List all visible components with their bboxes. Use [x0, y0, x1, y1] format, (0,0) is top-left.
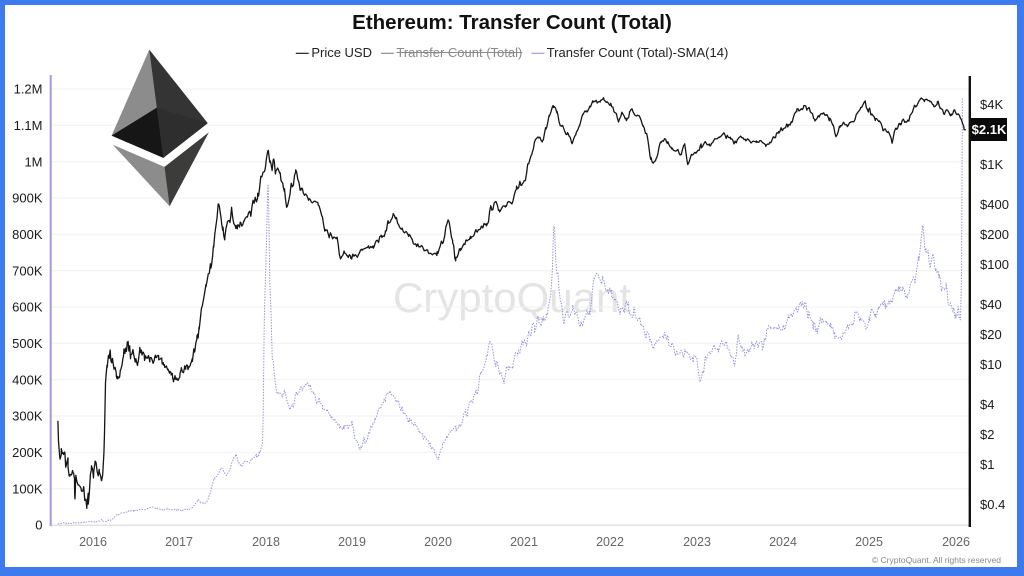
svg-text:1.1M: 1.1M [14, 118, 43, 133]
svg-text:500K: 500K [12, 336, 43, 351]
svg-text:$200: $200 [980, 227, 1009, 242]
svg-text:$400: $400 [980, 197, 1009, 212]
svg-text:2026: 2026 [942, 535, 970, 549]
svg-text:2023: 2023 [683, 535, 711, 549]
svg-text:2021: 2021 [510, 535, 538, 549]
svg-text:1.2M: 1.2M [14, 82, 43, 97]
svg-text:2018: 2018 [252, 535, 280, 549]
svg-text:2024: 2024 [769, 535, 797, 549]
svg-text:$4K: $4K [980, 97, 1003, 112]
svg-text:200K: 200K [12, 445, 43, 460]
svg-text:2019: 2019 [338, 535, 366, 549]
svg-text:2016: 2016 [79, 535, 107, 549]
svg-text:$4: $4 [980, 397, 994, 412]
svg-text:$0.4: $0.4 [980, 497, 1005, 512]
svg-text:600K: 600K [12, 300, 43, 315]
svg-text:0: 0 [35, 518, 42, 533]
svg-text:2025: 2025 [855, 535, 883, 549]
svg-text:2017: 2017 [165, 535, 193, 549]
svg-text:400K: 400K [12, 372, 43, 387]
svg-text:2022: 2022 [596, 535, 624, 549]
svg-text:$1: $1 [980, 457, 994, 472]
svg-text:$10: $10 [980, 357, 1002, 372]
svg-text:1M: 1M [24, 154, 42, 169]
svg-text:300K: 300K [12, 409, 43, 424]
svg-text:$1K: $1K [980, 157, 1003, 172]
svg-text:$20: $20 [980, 327, 1002, 342]
svg-text:$100: $100 [980, 257, 1009, 272]
svg-text:700K: 700K [12, 263, 43, 278]
svg-text:2020: 2020 [424, 535, 452, 549]
svg-text:$2: $2 [980, 427, 994, 442]
svg-text:900K: 900K [12, 191, 43, 206]
svg-text:100K: 100K [12, 481, 43, 496]
svg-text:800K: 800K [12, 227, 43, 242]
svg-text:$40: $40 [980, 297, 1002, 312]
